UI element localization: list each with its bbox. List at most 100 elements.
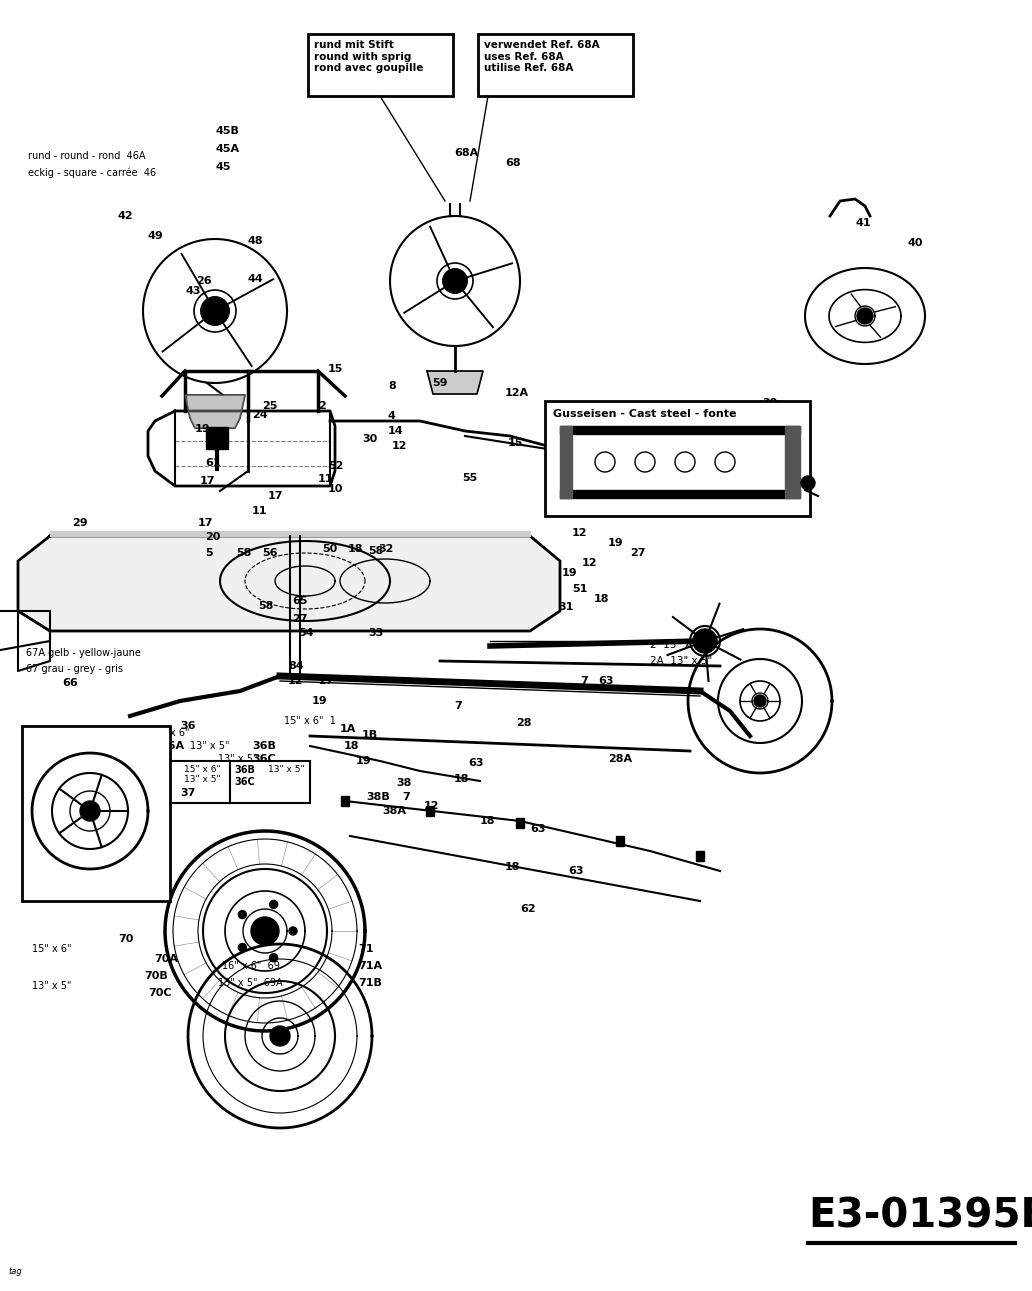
Text: 6A  5/16": 6A 5/16" — [682, 478, 739, 488]
Text: 70A: 70A — [154, 954, 178, 964]
Text: 10: 10 — [328, 484, 344, 494]
Text: 84: 84 — [288, 661, 303, 671]
Text: 38B: 38B — [42, 758, 66, 768]
Circle shape — [80, 800, 100, 821]
Text: 70C: 70C — [148, 988, 171, 998]
Polygon shape — [560, 426, 800, 434]
Text: 28A: 28A — [608, 754, 633, 764]
Text: 39: 39 — [762, 398, 777, 408]
Text: 12: 12 — [572, 528, 587, 538]
Text: 19: 19 — [312, 696, 327, 706]
Text: 55: 55 — [462, 473, 477, 483]
Text: 15" x 6"
13" x 5": 15" x 6" 13" x 5" — [184, 766, 221, 785]
Circle shape — [675, 452, 695, 473]
Text: 36A: 36A — [160, 741, 184, 751]
Text: 58: 58 — [368, 546, 383, 556]
Text: 9A  5/16": 9A 5/16" — [608, 434, 666, 444]
Text: 15" x 6": 15" x 6" — [150, 728, 190, 738]
Polygon shape — [18, 536, 560, 631]
Text: 15: 15 — [508, 438, 523, 448]
Text: 45: 45 — [215, 161, 230, 172]
Bar — [516, 818, 524, 828]
Text: 18: 18 — [480, 816, 495, 826]
Text: 1A: 1A — [340, 724, 356, 735]
Text: 17: 17 — [268, 491, 284, 501]
Text: 67 grau - grey - gris: 67 grau - grey - gris — [26, 664, 123, 674]
Text: 2: 2 — [318, 402, 326, 411]
Text: 63: 63 — [568, 866, 583, 877]
Bar — [696, 851, 704, 861]
Text: 0,3 mm: 0,3 mm — [692, 454, 730, 463]
Text: 12: 12 — [582, 558, 598, 568]
Text: 12: 12 — [424, 800, 440, 811]
Circle shape — [754, 695, 766, 707]
Text: 28: 28 — [516, 718, 531, 728]
Circle shape — [238, 944, 247, 951]
Text: rund - round - rond  46A: rund - round - rond 46A — [28, 151, 146, 161]
Text: 70: 70 — [118, 933, 133, 944]
Text: 17: 17 — [198, 518, 214, 528]
Polygon shape — [560, 491, 800, 498]
Text: 36B: 36B — [252, 741, 276, 751]
Text: 18: 18 — [454, 775, 470, 784]
Text: 18: 18 — [594, 594, 610, 604]
Text: 59: 59 — [432, 378, 448, 389]
Text: 20: 20 — [205, 532, 221, 542]
Text: 2  15" x 6": 2 15" x 6" — [650, 640, 705, 649]
Text: 65: 65 — [292, 596, 308, 605]
Text: 18: 18 — [505, 862, 520, 871]
Text: 7: 7 — [402, 791, 410, 802]
Text: 56: 56 — [262, 547, 278, 558]
Circle shape — [857, 309, 873, 324]
Text: 51: 51 — [572, 584, 587, 594]
Text: 37: 37 — [180, 788, 195, 798]
Circle shape — [269, 954, 278, 962]
Text: 35B: 35B — [716, 438, 740, 448]
Text: 71: 71 — [358, 944, 374, 954]
Bar — [545, 402, 810, 516]
Text: 30: 30 — [362, 434, 378, 444]
Circle shape — [201, 297, 229, 325]
Text: 58: 58 — [258, 602, 273, 611]
Text: 52: 52 — [328, 461, 344, 471]
Text: 1B: 1B — [362, 729, 378, 740]
Text: 43: 43 — [185, 287, 200, 296]
Text: 13" x 5"  69A: 13" x 5" 69A — [218, 979, 283, 988]
Text: 66: 66 — [62, 678, 77, 688]
Text: 27: 27 — [630, 547, 645, 558]
Text: 8: 8 — [388, 381, 395, 391]
Text: 68: 68 — [505, 158, 520, 168]
Text: 44: 44 — [248, 274, 264, 284]
Text: 15" x 6": 15" x 6" — [32, 944, 71, 954]
Text: 17: 17 — [200, 476, 216, 485]
Text: 11: 11 — [252, 506, 267, 516]
Text: 38: 38 — [396, 778, 412, 788]
Text: 14: 14 — [388, 426, 404, 436]
Text: 25: 25 — [262, 402, 278, 411]
Text: Gusseisen - Cast steel - fonte: Gusseisen - Cast steel - fonte — [553, 409, 737, 420]
Bar — [478, 34, 633, 96]
Text: 31: 31 — [558, 602, 574, 612]
Text: 15: 15 — [328, 364, 344, 374]
Text: 13" x 5": 13" x 5" — [32, 981, 71, 991]
Text: 47: 47 — [32, 798, 47, 808]
Circle shape — [635, 452, 655, 473]
Circle shape — [270, 1026, 290, 1046]
Text: 38B: 38B — [366, 791, 390, 802]
Text: 45A: 45A — [215, 145, 239, 154]
Text: 7: 7 — [454, 701, 461, 711]
Text: 7: 7 — [580, 676, 588, 686]
Polygon shape — [785, 426, 800, 498]
Text: 22: 22 — [582, 484, 598, 494]
Polygon shape — [560, 426, 572, 498]
Text: 63: 63 — [467, 758, 484, 768]
Text: verwendet Ref. 68A
uses Ref. 68A
utilise Ref. 68A: verwendet Ref. 68A uses Ref. 68A utilise… — [484, 40, 600, 74]
Polygon shape — [50, 531, 530, 536]
Text: 12: 12 — [288, 676, 303, 686]
Bar — [426, 806, 434, 816]
Text: 54: 54 — [298, 627, 314, 638]
Circle shape — [289, 927, 297, 935]
Text: 63: 63 — [598, 676, 613, 686]
Text: 13: 13 — [32, 781, 47, 791]
Text: 61: 61 — [205, 458, 221, 469]
